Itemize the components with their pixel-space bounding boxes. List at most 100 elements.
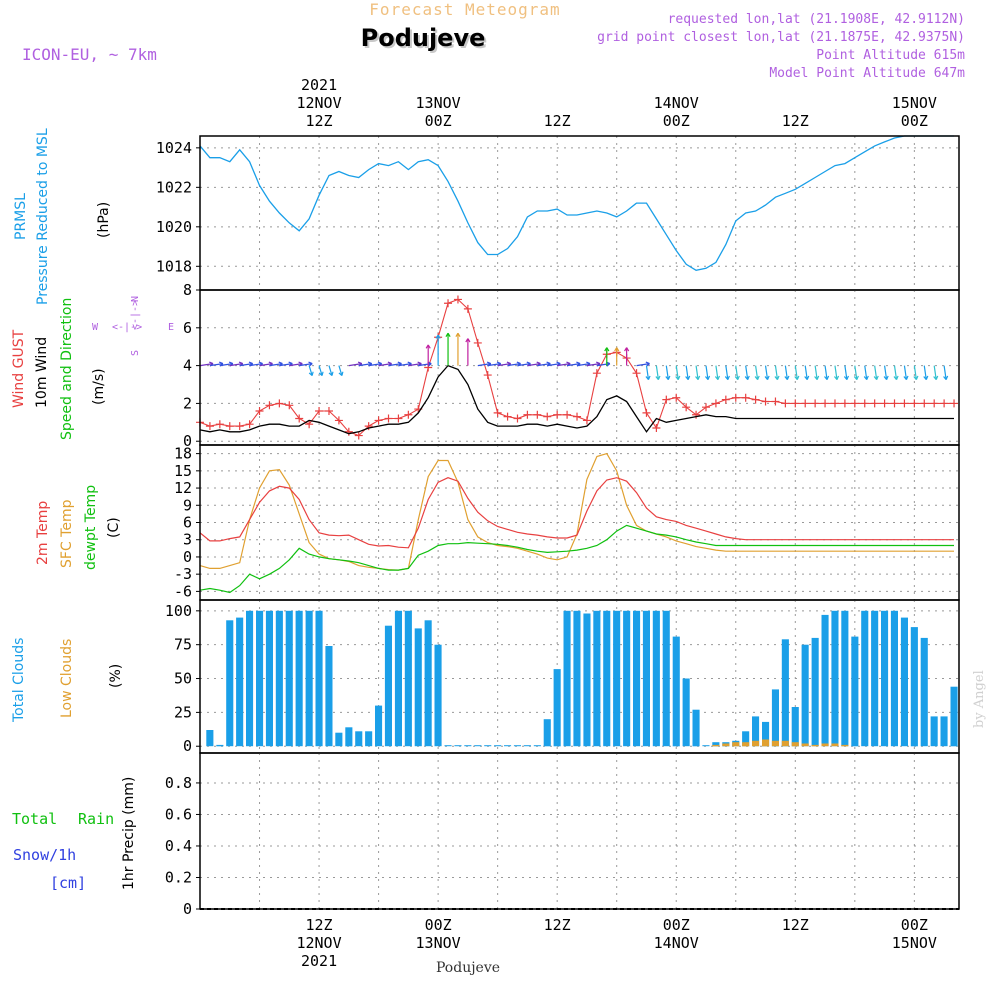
y-tick-label: 6 xyxy=(183,514,192,532)
gust-marker xyxy=(692,410,701,419)
total-clouds-bar xyxy=(523,745,531,747)
total-clouds-bar xyxy=(355,731,363,747)
pressure-unit: (hPa) xyxy=(96,202,112,238)
gust-marker xyxy=(225,422,234,431)
low-clouds-bar xyxy=(722,743,730,747)
wind-direction-arrow xyxy=(774,365,779,380)
total-clouds-bar xyxy=(841,610,849,747)
wind-direction-arrow-head xyxy=(675,375,681,380)
compass-east: E xyxy=(168,322,174,333)
gust-marker xyxy=(880,399,889,408)
y-tick-label: -6 xyxy=(174,582,192,600)
wind-direction-arrow xyxy=(239,363,253,367)
wind-direction-arrow xyxy=(804,365,808,380)
wind-direction-arrow-head xyxy=(685,375,691,380)
total-clouds-bar xyxy=(930,716,938,747)
y-tick-label: 0.8 xyxy=(165,774,192,792)
gust-marker xyxy=(870,399,879,408)
wind-direction-arrow-head xyxy=(655,375,661,380)
total-clouds-bar xyxy=(454,745,462,747)
gust-marker xyxy=(811,399,820,408)
bottom-time-label: 12NOV xyxy=(296,934,341,952)
wind-direction-arrow-head xyxy=(923,375,929,380)
wind-direction-arrow xyxy=(308,365,313,376)
wind-direction-arrow xyxy=(199,363,214,367)
y-tick-label: 12 xyxy=(174,479,192,497)
gust-marker xyxy=(791,399,800,408)
y-tick-label: 1018 xyxy=(156,257,192,275)
total-clouds-bar xyxy=(642,610,650,747)
total-clouds-bar xyxy=(881,610,889,747)
wind-direction-arrow xyxy=(279,363,293,367)
wind-direction-arrow-head xyxy=(824,375,830,380)
low-clouds-bar xyxy=(821,743,829,747)
gust-marker xyxy=(295,414,304,423)
sfc-temp-label: SFC Temp xyxy=(59,499,75,568)
wind-direction-arrow-head xyxy=(465,338,471,343)
watermark: by Angel xyxy=(972,670,987,728)
gust-marker xyxy=(830,399,839,408)
wind-direction-arrow xyxy=(358,363,372,367)
total-clouds-bar xyxy=(890,610,898,747)
wind-direction-arrow-head xyxy=(903,375,909,380)
precip-panel: 0 0.2 0.4 0.6 0.8 xyxy=(165,752,960,918)
bottom-time-label: 14NOV xyxy=(654,934,699,952)
clouds-panel: 0 25 50 75 100 xyxy=(165,599,960,755)
wind-direction-arrow xyxy=(923,365,927,380)
wind-direction-arrow xyxy=(477,363,491,367)
gust-marker xyxy=(672,393,681,402)
wind-direction-arrow xyxy=(289,363,303,367)
total-clouds-bar xyxy=(275,610,283,747)
wind-direction-arrow-head xyxy=(318,371,324,377)
wind-direction-arrow xyxy=(557,363,571,367)
wind-direction-arrow xyxy=(655,365,659,380)
wind-direction-arrow xyxy=(209,363,224,367)
gust-marker xyxy=(711,399,720,408)
bottom-time-label: 12Z xyxy=(306,916,333,934)
bottom-time-label: 00Z xyxy=(425,916,452,934)
wind-direction-arrow xyxy=(487,363,501,367)
gust-marker xyxy=(950,399,959,408)
wind-direction-arrow-head xyxy=(445,332,451,337)
requested-coords: requested lon,lat (21.1908E, 42.9112N) xyxy=(668,12,965,27)
y-tick-label: 2 xyxy=(183,394,192,412)
total-clouds-bar xyxy=(613,610,621,747)
total-clouds-bar xyxy=(345,727,353,747)
low-clouds-bar xyxy=(791,742,799,747)
wind-label: 10m Wind xyxy=(34,337,50,408)
wind-direction-arrow-head xyxy=(614,347,620,352)
wind-direction-arrow-head xyxy=(784,375,790,380)
total-clouds-bar xyxy=(543,719,551,747)
top-time-label: 12Z xyxy=(782,112,809,130)
top-time-label: 15NOV xyxy=(892,94,937,112)
wind-direction-arrow-head xyxy=(328,371,334,377)
wind-direction-arrow xyxy=(883,365,888,380)
wind-direction-arrow xyxy=(517,363,531,367)
low-clouds-bar xyxy=(771,740,779,747)
snow-unit-label: [cm] xyxy=(50,874,86,892)
gust-marker xyxy=(324,406,333,415)
y-tick-label: 1022 xyxy=(156,178,192,196)
precip-side-labels: Total Rain Snow/1h [cm] 1hr Precip (mm) xyxy=(12,777,137,892)
total-clouds-bar xyxy=(206,730,214,747)
wind-direction-arrow xyxy=(219,363,233,367)
total-clouds-bar xyxy=(801,644,809,747)
clouds-unit: (%) xyxy=(108,664,124,688)
wind-direction-arrow xyxy=(735,365,739,380)
low-clouds-bar xyxy=(732,742,740,747)
gust-marker xyxy=(840,399,849,408)
y-tick-label: 0 xyxy=(183,737,192,755)
y-tick-label: 0.2 xyxy=(165,868,192,886)
gust-marker xyxy=(394,414,403,423)
dewpt-label: dewpt Temp xyxy=(83,485,99,570)
y-tick-label: 3 xyxy=(183,531,192,549)
y-tick-label: 8 xyxy=(183,281,192,299)
wind-direction-arrow-head xyxy=(764,375,770,380)
gust-marker xyxy=(543,412,552,421)
gust-marker xyxy=(582,416,591,425)
top-time-label: 2021 xyxy=(301,76,337,94)
total-clouds-bar xyxy=(940,716,948,747)
wind-unit: (m/s) xyxy=(91,368,107,405)
